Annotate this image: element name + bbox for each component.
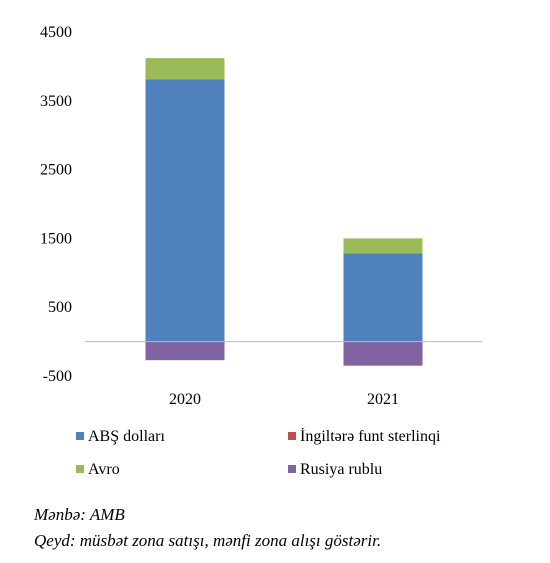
legend-swatch	[288, 465, 296, 473]
bar-segment	[145, 341, 225, 361]
remark-note: Qeyd: müsbət zona satışı, mənfi zona alı…	[34, 531, 382, 550]
legend-label: ABŞ dolları	[88, 428, 165, 445]
y-tick-label: 4500	[40, 24, 72, 41]
stacked-bar-chart: 4500 3500 2500 1500 500 -500 2020 2021 ABŞ dol…	[40, 24, 482, 478]
legend-swatch	[288, 432, 296, 440]
y-tick-label: 3500	[40, 93, 72, 110]
legend: ABŞ dolları İngiltərə funt sterlinqi Avro R…	[76, 427, 441, 478]
bar-segment	[145, 79, 225, 342]
bars	[145, 58, 423, 366]
legend-label: İngiltərə funt sterlinqi	[300, 427, 441, 445]
bar-segment	[343, 253, 423, 342]
x-axis-ticks: 2020 2021	[169, 391, 399, 408]
legend-swatch	[76, 432, 84, 440]
bar-segment	[145, 58, 225, 80]
y-tick-label: 500	[48, 299, 72, 316]
y-tick-label: -500	[43, 368, 72, 385]
source-note: Mənbə: AMB	[34, 505, 125, 524]
y-tick-label: 1500	[40, 230, 72, 247]
x-tick-label: 2021	[367, 391, 399, 408]
legend-label: Rusiya rublu	[300, 461, 382, 478]
legend-label: Avro	[88, 461, 120, 478]
bar-segment	[343, 238, 423, 254]
y-axis-ticks: 4500 3500 2500 1500 500 -500	[40, 24, 72, 385]
legend-swatch	[76, 465, 84, 473]
bar-segment	[343, 341, 423, 366]
x-tick-label: 2020	[169, 391, 201, 408]
y-tick-label: 2500	[40, 162, 72, 179]
